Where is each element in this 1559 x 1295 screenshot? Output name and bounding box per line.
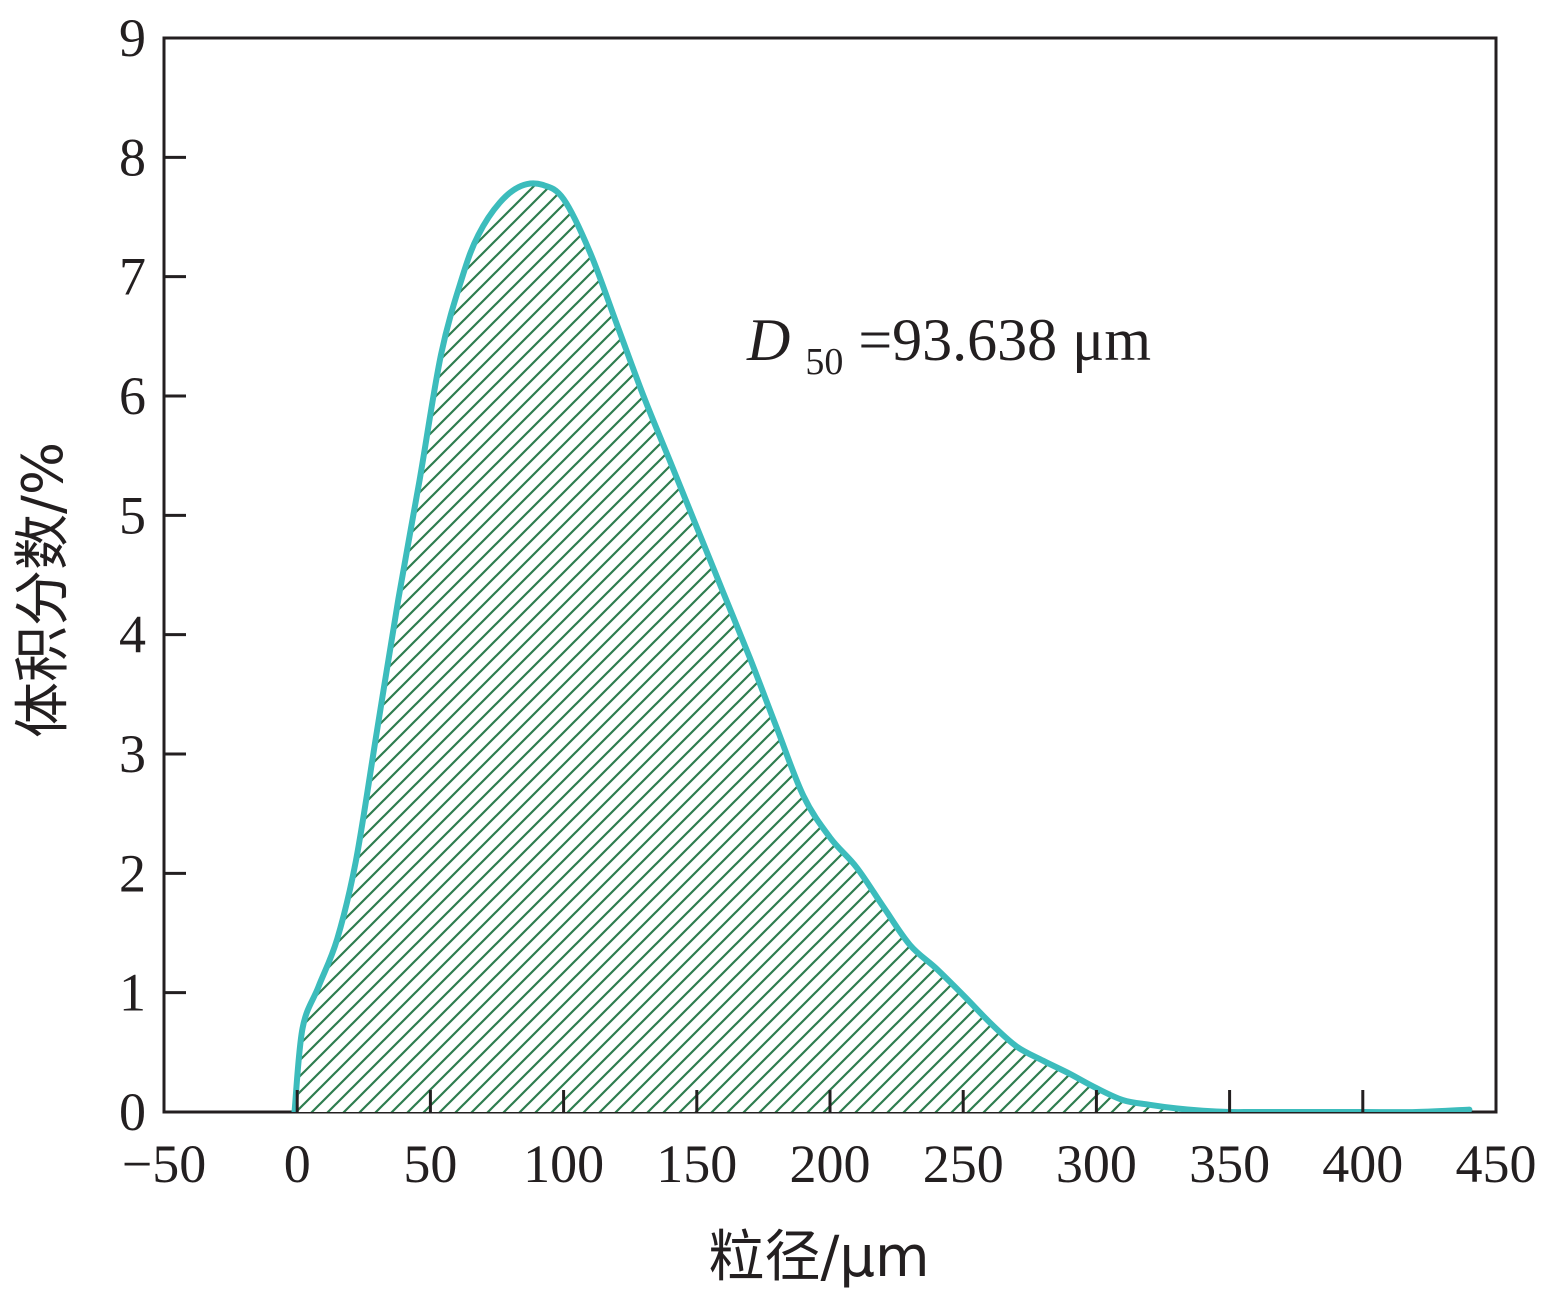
d50-value: =93.638 μm bbox=[858, 307, 1151, 373]
x-tick-label: 400 bbox=[1322, 1134, 1403, 1194]
distribution-area bbox=[291, 180, 1473, 1112]
d50-annotation: D 50 =93.638 μm bbox=[746, 307, 1151, 387]
x-tick-label: 450 bbox=[1456, 1134, 1537, 1194]
x-tick-label: −50 bbox=[122, 1134, 206, 1194]
x-tick-label: 50 bbox=[403, 1134, 457, 1194]
x-tick-label: 350 bbox=[1189, 1134, 1270, 1194]
hatched-area-fill bbox=[294, 183, 1470, 1112]
d50-symbol: D bbox=[746, 307, 790, 373]
y-tick-label: 7 bbox=[119, 247, 146, 307]
x-tick-label: 150 bbox=[656, 1134, 737, 1194]
y-tick-labels: 0 1 2 3 4 5 6 7 8 9 bbox=[119, 8, 146, 1142]
x-tick-label: 0 bbox=[284, 1134, 311, 1194]
y-tick-label: 9 bbox=[119, 8, 146, 68]
x-tick-labels: −50 0 50 100 150 200 250 300 350 400 450 bbox=[122, 1134, 1537, 1194]
axis-ticks bbox=[162, 36, 1498, 1114]
y-tick-label: 0 bbox=[119, 1082, 146, 1142]
x-tick-label: 300 bbox=[1056, 1134, 1137, 1194]
y-tick-label: 5 bbox=[119, 485, 146, 545]
x-tick-label: 250 bbox=[923, 1134, 1004, 1194]
distribution-curve bbox=[291, 180, 1473, 1112]
y-axis-title: 体积分数/% bbox=[11, 442, 76, 738]
x-axis-title: 粒径/μm bbox=[708, 1225, 929, 1290]
x-tick-label: 100 bbox=[523, 1134, 604, 1194]
x-tick-label: 200 bbox=[790, 1134, 871, 1194]
y-tick-label: 4 bbox=[119, 605, 146, 665]
y-tick-label: 1 bbox=[119, 963, 146, 1023]
d50-subscript: 50 bbox=[805, 341, 843, 383]
y-tick-label: 3 bbox=[119, 724, 146, 784]
y-tick-label: 8 bbox=[119, 127, 146, 187]
y-tick-label: 2 bbox=[119, 843, 146, 903]
y-tick-label: 6 bbox=[119, 366, 146, 426]
